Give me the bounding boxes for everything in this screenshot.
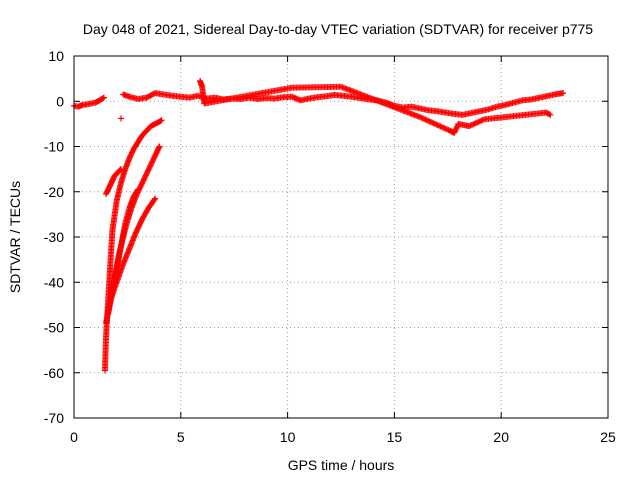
- data-point: [151, 196, 158, 203]
- data-point: [417, 114, 424, 121]
- y-tick-label: -60: [44, 365, 64, 381]
- data-point: [475, 118, 482, 125]
- series-descent-4: [107, 195, 159, 304]
- data-point: [430, 120, 437, 127]
- data-point: [444, 126, 451, 133]
- data-point: [427, 119, 434, 126]
- data-point: [433, 121, 440, 128]
- data-point: [425, 117, 432, 124]
- data-point: [419, 115, 426, 122]
- y-axis-label: SDTVAR / TECUs: [7, 181, 23, 293]
- data-point: [441, 125, 448, 132]
- data-point: [135, 186, 142, 193]
- series-early-1: [71, 94, 107, 110]
- data-point: [117, 115, 124, 122]
- data-point: [477, 118, 484, 125]
- data-point: [426, 118, 433, 125]
- data-point: [431, 120, 438, 127]
- chart-title: Day 048 of 2021, Sidereal Day-to-day VTE…: [83, 21, 593, 37]
- data-point: [423, 117, 430, 124]
- x-tick-label: 0: [70, 429, 78, 445]
- data-point: [479, 116, 486, 123]
- y-tick-label: -40: [44, 274, 64, 290]
- data-point: [438, 123, 445, 130]
- data-point: [158, 117, 165, 124]
- series-outlier: [117, 115, 124, 122]
- data-point: [478, 117, 485, 124]
- data-point: [157, 117, 164, 124]
- y-tick-label: -50: [44, 320, 64, 336]
- data-point: [117, 166, 124, 173]
- data-point: [99, 95, 106, 102]
- data-point: [152, 195, 159, 202]
- data-point: [100, 94, 107, 101]
- data-point: [134, 187, 141, 194]
- y-tick-label: -20: [44, 184, 64, 200]
- data-point: [421, 115, 428, 122]
- data-point: [418, 114, 425, 121]
- y-tick-label: -70: [44, 410, 64, 426]
- series-main-arc: [120, 90, 567, 118]
- y-tick-label: -10: [44, 139, 64, 155]
- data-point: [547, 111, 554, 118]
- x-tick-label: 25: [600, 429, 616, 445]
- series-upper-band: [103, 166, 124, 198]
- y-tick-label: 0: [56, 93, 64, 109]
- data-point: [560, 90, 567, 97]
- x-tick-label: 15: [387, 429, 403, 445]
- series-spikes: [197, 77, 554, 136]
- x-tick-label: 20: [493, 429, 509, 445]
- data-point: [442, 125, 449, 132]
- plot-marks: [71, 77, 567, 374]
- series-descent-1: [101, 117, 165, 374]
- data-point: [471, 120, 478, 127]
- x-axis-label: GPS time / hours: [288, 457, 395, 473]
- data-point: [156, 143, 163, 150]
- data-point: [436, 122, 443, 129]
- data-point: [474, 119, 481, 126]
- data-point: [434, 122, 441, 129]
- x-tick-label: 5: [177, 429, 185, 445]
- data-point: [467, 122, 474, 129]
- data-point: [429, 119, 436, 126]
- data-point: [437, 123, 444, 130]
- axis-ticks: 0 5 10 15 20 25 -70 -60 -50 -40 -30 -20 -10 0 10: [44, 48, 616, 445]
- grid: [74, 56, 608, 418]
- data-point: [470, 121, 477, 128]
- data-point: [466, 123, 473, 130]
- data-point: [468, 121, 475, 128]
- data-point: [422, 116, 429, 123]
- series-descent-3: [105, 186, 142, 317]
- data-point: [472, 120, 479, 127]
- x-tick-label: 10: [280, 429, 296, 445]
- y-tick-label: 10: [48, 48, 64, 64]
- data-point: [117, 166, 124, 173]
- data-point: [440, 124, 447, 131]
- y-tick-label: -30: [44, 229, 64, 245]
